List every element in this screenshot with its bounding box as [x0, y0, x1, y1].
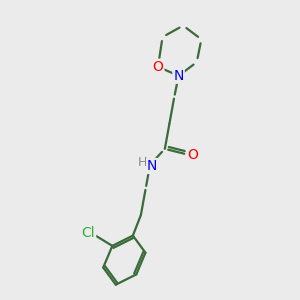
- Text: O: O: [153, 60, 164, 74]
- Text: H: H: [138, 156, 147, 169]
- Text: Cl: Cl: [82, 226, 95, 240]
- Text: O: O: [187, 148, 198, 162]
- Text: N: N: [173, 69, 184, 83]
- Text: N: N: [147, 159, 158, 173]
